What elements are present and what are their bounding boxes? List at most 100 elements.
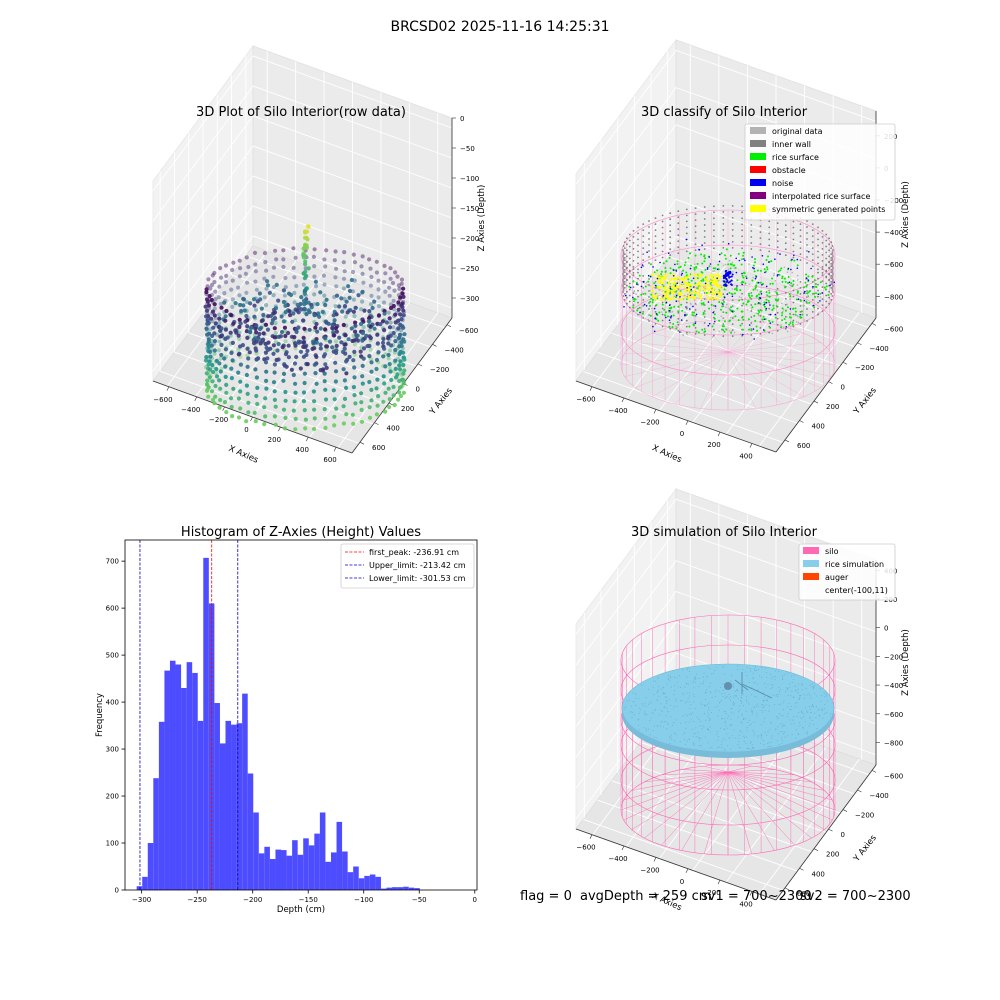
rice-surface-point [756, 329, 759, 332]
rice-point [705, 691, 707, 693]
rice-surface-point [783, 318, 786, 320]
rice-point [670, 686, 672, 688]
rice-point [688, 701, 690, 703]
y-tick-label: −400 [870, 792, 889, 800]
rice-point [652, 686, 654, 688]
rice-point [742, 690, 744, 692]
inner-wall-point [741, 205, 743, 208]
original-data-point [750, 308, 753, 310]
inner-wall-point [713, 304, 715, 307]
inner-wall-point [811, 223, 814, 226]
inner-wall-point [722, 247, 725, 249]
rice-point [664, 706, 666, 708]
inner-wall-point [677, 228, 680, 231]
rice-point [668, 699, 670, 701]
data-point [238, 362, 243, 367]
noise-point [716, 277, 718, 280]
rice-point [708, 702, 710, 704]
rice-point [649, 733, 651, 736]
original-data-point [785, 316, 788, 318]
symmetric-point [687, 286, 690, 289]
noise-point [694, 322, 697, 325]
original-data-point [756, 289, 759, 292]
inner-wall-point [648, 296, 650, 298]
rice-point [789, 687, 791, 689]
legend-label: symmetric generated points [772, 205, 885, 214]
data-point [367, 415, 373, 420]
rice-point [709, 718, 711, 720]
symmetric-point [659, 285, 662, 288]
data-point [229, 366, 234, 371]
data-point [344, 359, 349, 364]
rice-surface-point [744, 282, 747, 285]
data-point [204, 388, 210, 393]
inner-wall-point [741, 211, 743, 214]
rice-point [758, 675, 761, 677]
inner-wall-point [825, 257, 828, 260]
data-point [204, 382, 209, 387]
data-point [358, 321, 364, 327]
data-point [230, 267, 235, 273]
rice-point [768, 710, 770, 712]
data-point [321, 273, 326, 278]
rice-point [787, 706, 789, 708]
noise-point [810, 267, 812, 270]
data-point [301, 282, 306, 287]
symmetric-point [671, 292, 675, 295]
z-tick-label: −200 [460, 235, 479, 243]
rice-point [797, 688, 799, 690]
data-point [263, 414, 268, 419]
rice-point [743, 705, 745, 707]
rice-surface-point [633, 300, 636, 303]
data-point [397, 378, 402, 383]
legend-frame [798, 543, 896, 601]
data-point [229, 376, 234, 381]
z-tick-label: −150 [460, 205, 479, 213]
original-data-point [729, 316, 732, 319]
data-point [314, 337, 319, 342]
legend-label: auger [825, 573, 849, 582]
rice-point [692, 735, 694, 737]
x-tick [685, 868, 689, 873]
rice-point [781, 737, 783, 739]
data-point [212, 306, 217, 311]
legend-swatch [750, 153, 766, 160]
rice-point [638, 712, 640, 714]
rice-surface-point [742, 251, 745, 254]
rice-point [796, 702, 798, 704]
rice-point [825, 712, 828, 714]
rice-surface-point [687, 278, 690, 281]
rice-point [737, 665, 739, 667]
y-tick-label: 600 [106, 605, 119, 613]
rice-point [733, 704, 735, 706]
rice-point [752, 710, 754, 712]
silo-floor-spoke [727, 351, 832, 354]
inner-wall-point [750, 242, 753, 244]
inner-wall-point [685, 220, 688, 223]
inner-wall-point [792, 238, 795, 241]
y-axis-label: Y Axies [427, 386, 455, 418]
data-point [236, 347, 241, 352]
rice-point [824, 703, 826, 706]
inner-wall-point [669, 285, 672, 288]
rice-surface-point [764, 309, 767, 311]
rice-point [745, 671, 747, 673]
silo-floor-spoke [727, 771, 836, 811]
y-tick-label: 0 [841, 384, 845, 392]
inner-wall-point [622, 273, 624, 275]
rice-surface-point [672, 323, 675, 325]
grid-line [575, 590, 877, 727]
rice-point [724, 697, 726, 699]
symmetric-point [693, 291, 696, 294]
inner-wall-point [632, 254, 635, 256]
inner-wall-point [694, 243, 697, 246]
noise-point [736, 285, 738, 287]
data-point [209, 389, 215, 394]
inner-wall-point [750, 230, 753, 232]
grid-line [582, 818, 784, 891]
noise-point [744, 259, 746, 262]
rice-point [666, 696, 668, 698]
rice-point [766, 676, 768, 678]
data-point [229, 287, 234, 292]
